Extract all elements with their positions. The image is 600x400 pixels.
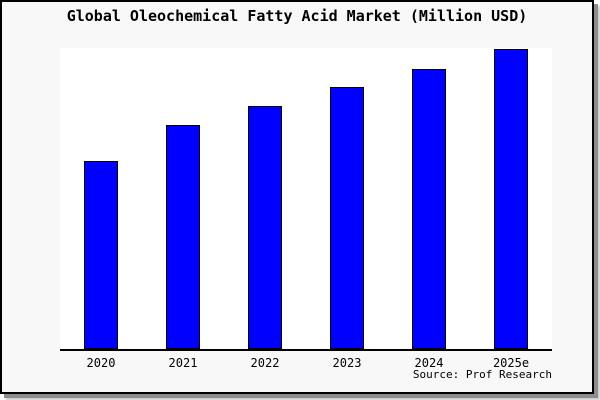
- x-axis-labels: 2020 2021 2022 2023 2024 2025e: [60, 356, 552, 370]
- bar-slot-2022: [248, 48, 282, 349]
- bar-slot-2020: [84, 48, 118, 349]
- bar-2024: [412, 68, 446, 349]
- bar-slot-2023: [330, 48, 364, 349]
- x-tick-label-2024: 2024: [414, 356, 444, 370]
- chart-box: Global Oleochemical Fatty Acid Market (M…: [0, 0, 594, 394]
- x-tick-label-2020: 2020: [86, 356, 116, 370]
- bar-2025e: [494, 48, 528, 349]
- bar-2020: [84, 161, 118, 349]
- x-tick-label-2021: 2021: [168, 356, 198, 370]
- bar-2023: [330, 86, 364, 349]
- chart-title: Global Oleochemical Fatty Acid Market (M…: [66, 7, 528, 25]
- x-tick-label-2023: 2023: [332, 356, 362, 370]
- bar-2021: [166, 124, 200, 349]
- source-caption: Source: Prof Research: [412, 368, 552, 381]
- bar-slot-2021: [166, 48, 200, 349]
- bar-slot-2025e: [494, 48, 528, 349]
- bar-slot-2024: [412, 48, 446, 349]
- bar-2022: [248, 105, 282, 349]
- plot-area: [60, 48, 552, 351]
- x-tick-label-2022: 2022: [250, 356, 280, 370]
- x-tick-label-2025e: 2025e: [492, 356, 530, 370]
